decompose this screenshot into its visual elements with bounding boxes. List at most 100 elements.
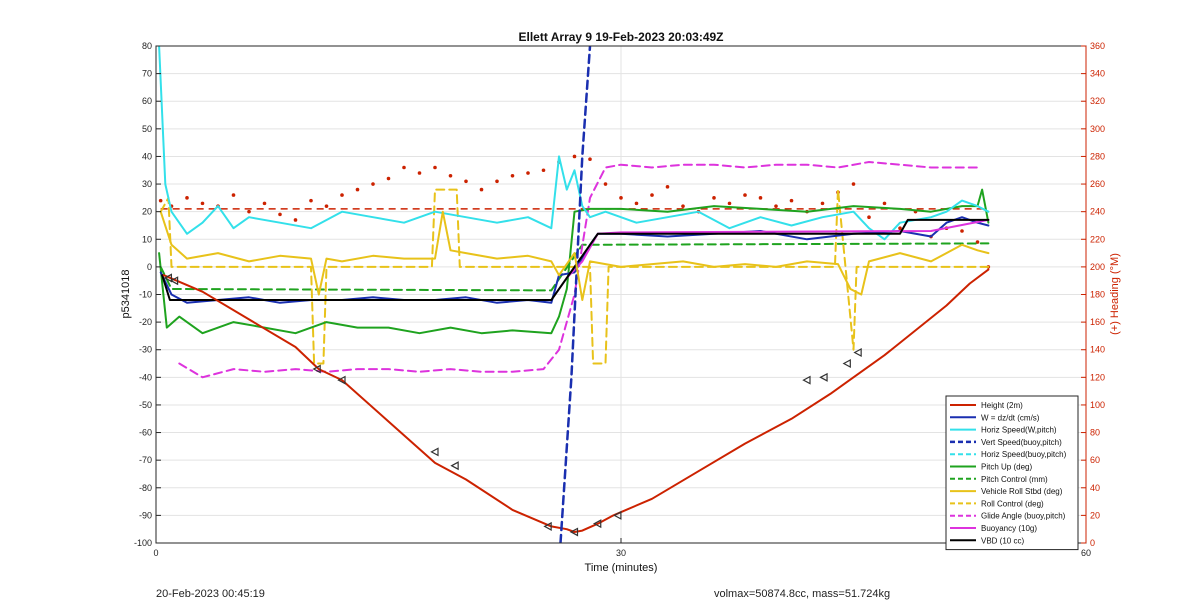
y-tick-label: 40 [142, 151, 152, 161]
heading-point [278, 212, 282, 217]
heading-point [588, 157, 592, 162]
x-axis-label: Time (minutes) [585, 562, 658, 574]
heading-point [727, 201, 732, 206]
legend-label: Vert Speed(buoy,pitch) [981, 438, 1062, 447]
y-tick-label: 60 [142, 96, 152, 106]
heading-point [200, 201, 205, 206]
heading-point [882, 201, 887, 206]
x-tick-label: 30 [616, 548, 626, 558]
heading-point [743, 193, 747, 197]
y2-tick-label: 60 [1090, 455, 1100, 465]
series-layer [158, 46, 990, 543]
y2-tick-label: 200 [1090, 262, 1105, 272]
y-tick-label: 70 [142, 69, 152, 79]
y2-tick-label: 160 [1090, 317, 1105, 327]
heading-point [960, 229, 964, 233]
chart-title: Ellett Array 9 19-Feb-2023 20:03:49Z [519, 30, 724, 44]
series-line [161, 218, 990, 301]
dive-marker [430, 447, 439, 457]
legend-label: W = dz/dt (cm/s) [981, 413, 1040, 422]
legend-label: Vehicle Roll Stbd (deg) [981, 487, 1063, 496]
dive-marker [842, 359, 851, 369]
heading-point [464, 179, 468, 184]
y2-tick-label: 360 [1090, 41, 1105, 51]
heading-point [495, 179, 499, 184]
legend-label: Roll Control (deg) [981, 499, 1044, 508]
dive-marker [543, 521, 552, 531]
y-tick-label: -50 [139, 400, 152, 410]
y-tick-label: -70 [139, 455, 152, 465]
heading-point [247, 209, 251, 214]
heading-point [541, 168, 546, 173]
dive-marker [450, 461, 459, 471]
heading-point [789, 198, 794, 203]
legend-label: VBD (10 cc) [981, 536, 1024, 545]
legend-label: Glide Angle (buoy,pitch) [981, 512, 1066, 521]
heading-point [293, 218, 298, 222]
y2-tick-label: 280 [1090, 151, 1105, 161]
heading-point [231, 193, 236, 197]
legend-label: Height (2m) [981, 401, 1023, 410]
legend-label: Buoyancy (10g) [981, 524, 1037, 533]
marker-layer [163, 273, 862, 537]
dive-marker [613, 510, 622, 520]
y-tick-label: 80 [142, 41, 152, 51]
y2-tick-label: 340 [1090, 69, 1105, 79]
y-axis-label: p5341018 [120, 270, 132, 319]
y-tick-label: 20 [142, 207, 152, 217]
heading-point [572, 154, 577, 159]
axes: 0 30 6080706050403020100-10-20-30-40-50-60… [134, 41, 1105, 558]
y-tick-label: 50 [142, 124, 152, 134]
dive-marker [819, 372, 828, 382]
y2-tick-label: 120 [1090, 372, 1105, 382]
heading-point [681, 204, 685, 208]
heading-point [665, 185, 670, 189]
dive-marker [312, 364, 321, 374]
y-tick-label: -80 [139, 483, 152, 493]
y-tick-label: 10 [142, 234, 152, 244]
legend-label: Pitch Up (deg) [981, 463, 1032, 472]
heading-point [526, 171, 530, 175]
legend-label: Horiz Speed(W,pitch) [981, 426, 1057, 435]
heading-point [158, 198, 163, 203]
y-tick-label: -30 [139, 345, 152, 355]
legend: Height (2m) W = dz/dt (cm/s) Horiz Speed(W… [945, 395, 1079, 551]
heading-point [309, 198, 313, 203]
heading-point [355, 187, 360, 192]
heading-point [340, 193, 344, 197]
y2-tick-label: 180 [1090, 290, 1105, 300]
dive-marker [169, 276, 179, 286]
heading-point [402, 165, 406, 170]
y2-tick-label: 300 [1090, 124, 1105, 134]
heading-point [185, 196, 189, 200]
footer-info: volmax=50874.8cc, mass=51.724kg [714, 588, 891, 600]
dive-marker [163, 273, 172, 283]
heading-point [603, 182, 608, 186]
heading-point [758, 196, 763, 200]
y-tick-label: -90 [139, 510, 152, 520]
dive-marker [592, 519, 602, 529]
heading-point [262, 201, 267, 206]
heading-point [820, 201, 825, 206]
heading-point [479, 187, 484, 192]
x-tick-label: 0 [153, 548, 158, 558]
dive-marker [569, 527, 579, 537]
heading-point [619, 196, 623, 200]
y-tick-label: 30 [142, 179, 152, 189]
heading-point [898, 226, 902, 231]
heading-point [433, 165, 437, 170]
heading-point [324, 204, 329, 208]
heading-point [650, 193, 654, 197]
y-tick-label: -100 [134, 538, 152, 548]
heading-point [774, 204, 778, 208]
heading-point [712, 196, 716, 200]
heading-point [867, 215, 871, 219]
footer-timestamp: 20-Feb-2023 00:45:19 [156, 588, 265, 600]
dive-marker [802, 375, 811, 385]
dive-marker [853, 347, 862, 357]
y2-tick-label: 20 [1090, 510, 1100, 520]
heading-point [386, 176, 391, 181]
heading-point [371, 182, 375, 186]
y2-tick-label: 0 [1090, 538, 1095, 548]
